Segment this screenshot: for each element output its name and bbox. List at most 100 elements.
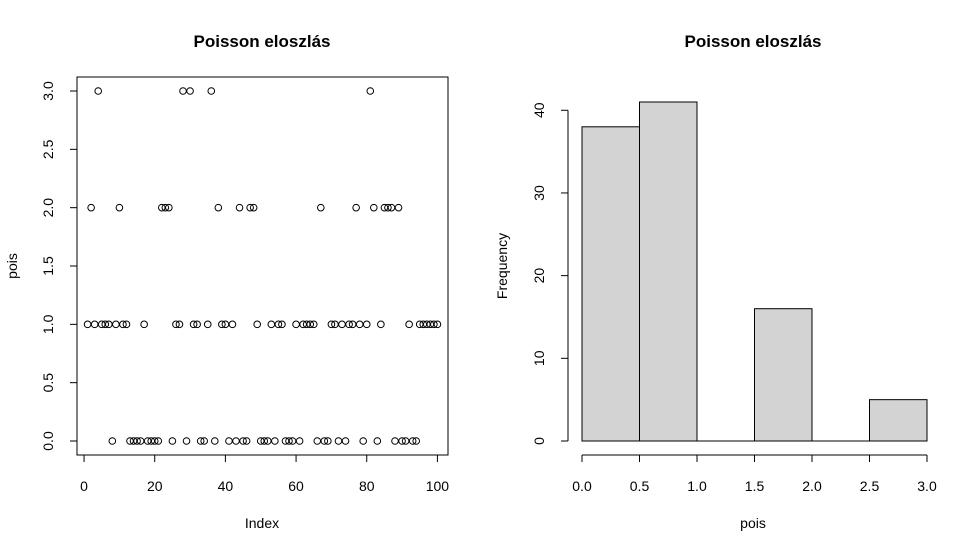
scatter-point [193,320,201,329]
scatter-point [189,320,198,329]
scatter-x-tick-label: 0 [80,478,88,494]
scatter-point [394,203,403,212]
histogram-x-axis: 0.0 0.5 1.0 1.5 2.0 2.5 3.0 [572,454,937,494]
scatter-panel: Poisson eloszlás 0 20 40 60 80 100 0.0 0.5 1.0 1… [4,32,449,531]
scatter-point [175,320,184,329]
scatter-point [334,437,343,445]
scatter-point [405,320,413,329]
scatter-point [327,320,336,329]
scatter-point [373,437,382,445]
scatter-point [306,320,315,329]
histogram-bars [581,101,928,442]
scatter-point [309,320,318,329]
histogram-y-axis: 0 10 20 30 40 [531,102,569,445]
scatter-point [320,437,329,445]
scatter-point [172,320,180,329]
scatter-y-tick-label: 1.5 [40,256,56,276]
histogram-y-tick-label: 20 [531,268,547,284]
scatter-points [83,87,442,445]
scatter-point [133,437,141,445]
scatter-point [352,203,360,212]
histogram-x-tick-label: 0.0 [572,478,592,494]
scatter-point [271,437,279,445]
histogram-y-tick-label: 0 [531,437,547,445]
scatter-point [239,437,247,445]
scatter-point [218,320,226,329]
scatter-x-tick-label: 20 [147,478,163,494]
scatter-point [168,437,177,445]
scatter-point [211,437,219,445]
histogram-y-tick-label: 30 [531,185,547,201]
histogram-title: Poisson eloszlás [685,32,822,51]
scatter-point [246,203,254,212]
scatter-point [122,320,131,329]
scatter-point [232,437,240,445]
scatter-point [398,437,406,445]
scatter-y-tick-label: 2.0 [40,198,56,218]
scatter-point [161,203,170,212]
scatter-y-axis: 0.0 0.5 1.0 1.5 2.0 2.5 3.0 [40,81,78,451]
scatter-y-tick-label: 0.5 [40,373,56,393]
scatter-point [285,437,293,445]
scatter-point [200,437,208,445]
scatter-point [207,87,216,95]
scatter-point [235,203,244,212]
scatter-point [278,320,286,329]
scatter-point [274,320,283,329]
scatter-point [249,203,258,212]
scatter-point [115,203,124,212]
scatter-point [225,437,233,445]
histogram-bar [639,101,698,442]
scatter-y-tick-label: 2.5 [40,139,56,159]
scatter-point [196,437,205,445]
scatter-point [112,320,120,329]
scatter-point [140,320,148,329]
scatter-y-label: pois [4,253,20,279]
scatter-point [408,437,417,445]
scatter-point [377,320,385,329]
scatter-point [165,203,173,212]
scatter-point [90,320,99,329]
histogram-panel: Poisson eloszlás 0.0 0.5 1.0 1.5 2.0 2.5 3.0 0… [494,32,937,531]
scatter-x-axis: 0 20 40 60 80 100 [80,454,449,494]
scatter-point [366,87,375,95]
scatter-point [182,437,191,445]
histogram-y-tick-label: 10 [531,350,547,366]
scatter-point [154,437,163,445]
scatter-point [341,437,350,445]
histogram-x-tick-label: 1.5 [745,478,765,494]
scatter-point [295,437,304,445]
histogram-bar [581,126,640,442]
histogram-x-tick-label: 2.5 [860,478,880,494]
histogram-x-tick-label: 3.0 [917,478,937,494]
scatter-point [228,320,237,329]
scatter-x-label: Index [245,515,279,531]
scatter-point [384,203,392,212]
histogram-bar [754,308,813,442]
scatter-point [267,320,276,329]
scatter-point [108,437,117,445]
histogram-x-tick-label: 2.0 [802,478,822,494]
scatter-point [292,320,300,329]
histogram-x-label: pois [740,515,766,531]
scatter-x-tick-label: 40 [218,478,234,494]
scatter-point [260,437,269,445]
scatter-point [412,437,421,445]
scatter-point [391,437,399,445]
scatter-point [253,320,262,329]
scatter-y-tick-label: 0.0 [40,431,56,451]
scatter-point [317,203,325,212]
scatter-point [362,320,371,329]
scatter-title: Poisson eloszlás [194,32,331,51]
scatter-point [345,320,353,329]
scatter-point [313,437,322,445]
scatter-point [355,320,364,329]
scatter-point [242,437,251,445]
scatter-point [359,437,368,445]
scatter-point [324,437,332,445]
scatter-x-tick-label: 80 [359,478,375,494]
histogram-y-tick-label: 40 [531,102,547,118]
histogram-x-tick-label: 0.5 [630,478,650,494]
histogram-y-label: Frequency [494,233,510,299]
scatter-point [186,87,194,95]
